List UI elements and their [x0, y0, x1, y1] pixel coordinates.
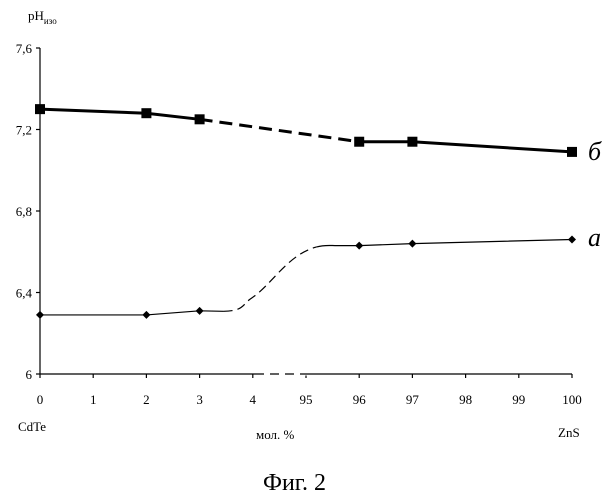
x-tick-label: 99: [512, 392, 525, 407]
x-tick-label: 95: [300, 392, 313, 407]
x-tick-label: 2: [143, 392, 150, 407]
x-tick-label: 4: [250, 392, 257, 407]
series-a-point: [568, 236, 576, 244]
series-b: [35, 104, 577, 157]
series-a: [36, 236, 576, 319]
series-b-point: [35, 104, 45, 114]
series-a-line-right: [317, 240, 572, 247]
figure-caption: Фиг. 2: [263, 470, 326, 496]
series-b-label: б: [588, 137, 602, 166]
y-tick-label: 6: [26, 367, 33, 382]
series-b-point: [141, 108, 151, 118]
x-tick-label: 1: [90, 392, 97, 407]
x-tick-label: 97: [406, 392, 420, 407]
x-axis-ticks: 0 1 2 3 4 95 96 97 98 99 100: [37, 374, 582, 407]
y-tick-label: 6,4: [16, 286, 33, 301]
series-a-point: [408, 240, 416, 248]
series-b-line-left: [40, 109, 200, 119]
series-b-point: [407, 137, 417, 147]
series-b-point: [354, 137, 364, 147]
y-tick-label: 7,6: [16, 41, 33, 56]
series-b-point: [567, 147, 577, 157]
x-tick-label: 96: [353, 392, 367, 407]
series-a-label: а: [588, 223, 601, 252]
x-right-label: ZnS: [558, 425, 580, 440]
x-tick-label: 98: [459, 392, 472, 407]
y-axis-title: pHизо: [28, 8, 57, 26]
x-tick-label: 0: [37, 392, 44, 407]
series-b-line-right: [359, 142, 572, 152]
y-axis-title-main: pH: [28, 8, 44, 23]
y-axis-title-sub: изо: [44, 16, 57, 26]
series-a-line-left: [40, 311, 224, 315]
x-tick-label: 100: [562, 392, 582, 407]
series-a-point: [196, 307, 204, 315]
series-a-point: [36, 311, 44, 319]
x-tick-label: 3: [196, 392, 203, 407]
series-a-point: [142, 311, 150, 319]
chart-canvas: pHизо 6 6,4 6,8 7,2 7,6 0 1 2 3 4 95 96 97 98 99 100 б…: [0, 0, 609, 500]
series-b-line-gap: [200, 119, 360, 141]
series-a-point: [355, 242, 363, 250]
series-b-point: [195, 114, 205, 124]
series-a-markers: [36, 236, 576, 319]
y-tick-label: 7,2: [16, 123, 32, 138]
series-a-line-gap: [224, 247, 317, 311]
y-tick-label: 6,8: [16, 204, 32, 219]
x-axis-title: мол. %: [256, 427, 295, 442]
y-axis-ticks: 6 6,4 6,8 7,2 7,6: [16, 41, 40, 382]
x-left-label: CdTe: [18, 419, 46, 434]
